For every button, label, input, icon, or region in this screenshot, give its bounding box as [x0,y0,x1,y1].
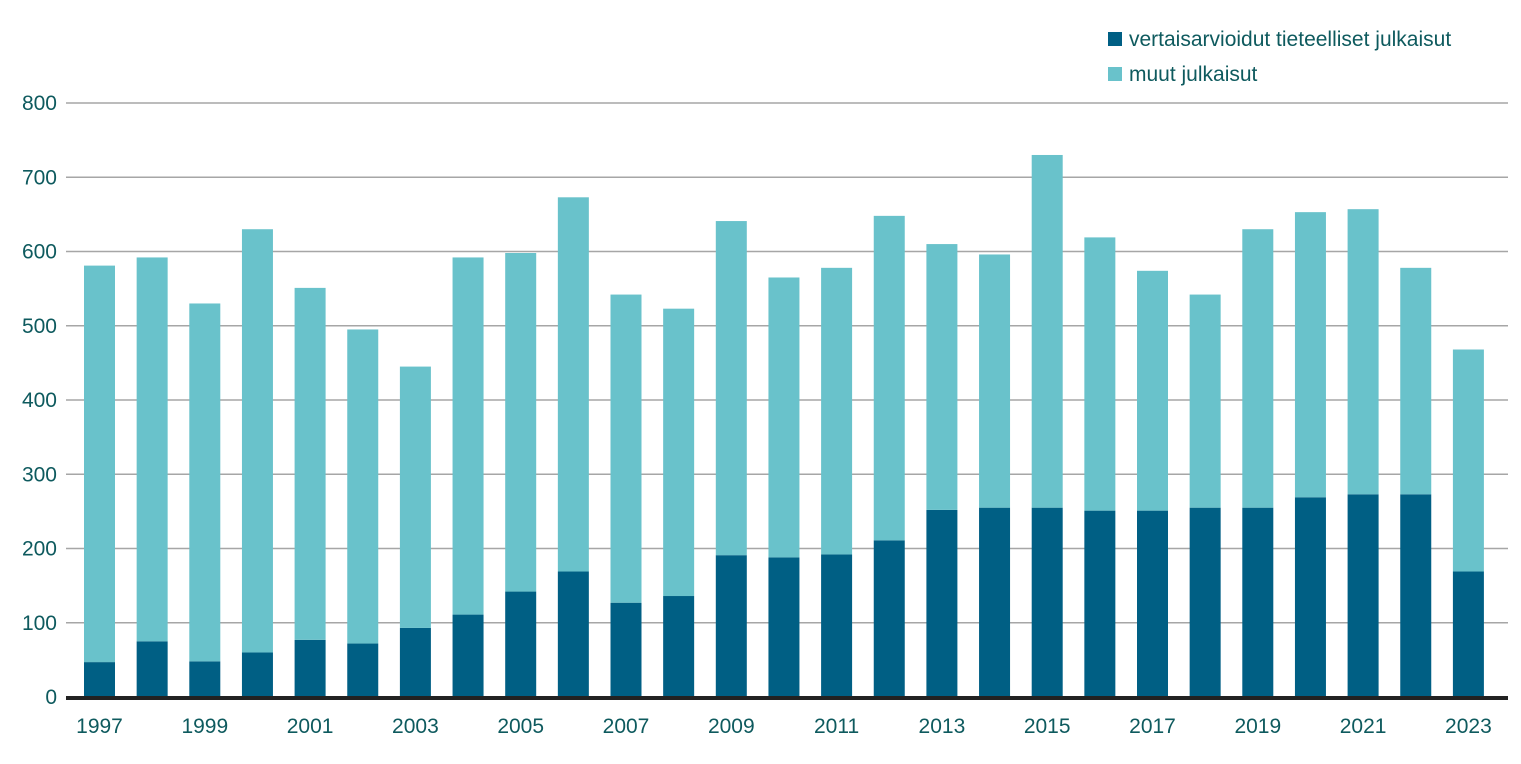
x-tick-label-2007: 2007 [603,715,650,738]
legend: vertaisarvioidut tieteelliset julkaisut … [1108,28,1451,86]
x-tick-label-2023: 2023 [1445,715,1492,738]
x-tick-label-2017: 2017 [1129,715,1176,738]
bars [84,154,1484,697]
y-tick-label-500: 500 [22,315,57,338]
bar-2004-peer-reviewed [452,614,484,697]
bar-2001-peer-reviewed [294,639,326,697]
x-tick-label-2003: 2003 [392,715,439,738]
bar-2003-peer-reviewed [399,627,431,697]
bar-2004-other [452,257,484,615]
x-axis-tick-labels: 1997 1999 2001 2003 2005 2007 2009 2011 2013 2015… [76,715,1492,738]
bar-2021-other [1347,209,1379,495]
bar-2022-other [1400,267,1432,495]
bar-1997-other [84,265,115,663]
bar-1998-peer-reviewed [136,641,168,697]
bar-2017-peer-reviewed [1137,510,1168,697]
bar-2006-other [557,197,589,572]
legend-swatch-peer-reviewed [1108,32,1122,46]
legend-swatch-other [1108,67,1122,81]
bar-2002-other [347,329,379,644]
bar-2017-other [1137,270,1168,511]
bar-2009-other [715,221,747,556]
bar-2015-peer-reviewed [1031,507,1063,697]
bar-2019-other [1242,229,1274,508]
bar-2015-other [1031,154,1063,508]
x-tick-label-2021: 2021 [1340,715,1387,738]
x-tick-label-2013: 2013 [919,715,966,738]
bar-2007-peer-reviewed [610,602,642,697]
bar-2014-peer-reviewed [979,507,1011,697]
bar-1998-other [136,257,168,642]
bar-2000-other [241,229,273,653]
y-tick-label-200: 200 [22,538,57,561]
x-tick-label-2015: 2015 [1024,715,1071,738]
bar-2019-peer-reviewed [1242,507,1274,697]
legend-label-peer-reviewed: vertaisarvioidut tieteelliset julkaisut [1129,28,1451,51]
y-tick-label-400: 400 [22,389,57,412]
x-tick-label-2011: 2011 [814,715,859,738]
bar-2011-peer-reviewed [821,554,853,697]
x-tick-label-2009: 2009 [708,715,755,738]
bar-2005-peer-reviewed [505,591,537,697]
x-tick-label-1999: 1999 [181,715,228,738]
bar-2010-peer-reviewed [768,557,800,697]
x-tick-label-1997: 1997 [76,715,123,738]
y-tick-label-700: 700 [22,166,57,189]
bar-2023-other [1452,349,1484,572]
bar-1999-other [189,303,221,662]
bar-2008-peer-reviewed [663,596,695,697]
y-tick-label-800: 800 [22,92,57,115]
bar-2016-peer-reviewed [1084,510,1116,697]
bar-2020-other [1294,212,1326,498]
bar-2001-other [294,287,326,640]
bar-2003-other [399,366,431,628]
bar-2000-peer-reviewed [241,652,273,697]
bar-2011-other [821,267,853,555]
bar-2023-peer-reviewed [1452,571,1484,697]
x-tick-label-2001: 2001 [287,715,334,738]
bar-1997-peer-reviewed [84,662,115,697]
x-tick-label-2019: 2019 [1234,715,1281,738]
bar-2016-other [1084,237,1116,511]
bar-2010-other [768,277,800,558]
bar-2008-other [663,308,695,597]
bar-2022-peer-reviewed [1400,494,1432,697]
bar-2006-peer-reviewed [557,571,589,697]
bar-2021-peer-reviewed [1347,494,1379,697]
y-tick-label-0: 0 [45,686,57,709]
bar-2005-other [505,252,537,592]
y-axis-tick-labels: 0 100 200 300 400 500 600 700 800 [22,92,57,709]
bar-2007-other [610,294,642,603]
bar-2018-other [1189,294,1221,508]
bar-1999-peer-reviewed [189,661,221,697]
legend-label-other: muut julkaisut [1129,63,1258,86]
y-tick-label-100: 100 [22,612,57,635]
y-tick-label-600: 600 [22,241,57,264]
x-tick-label-2005: 2005 [497,715,544,738]
bar-2012-peer-reviewed [873,540,905,697]
bar-2013-peer-reviewed [926,509,958,697]
bar-2012-other [873,215,905,541]
bar-2014-other [979,254,1011,508]
bar-2009-peer-reviewed [715,555,747,697]
bar-2018-peer-reviewed [1189,507,1221,697]
y-tick-label-300: 300 [22,463,57,486]
bar-2013-other [926,244,958,510]
bar-2020-peer-reviewed [1294,497,1326,697]
bar-2002-peer-reviewed [347,643,379,697]
